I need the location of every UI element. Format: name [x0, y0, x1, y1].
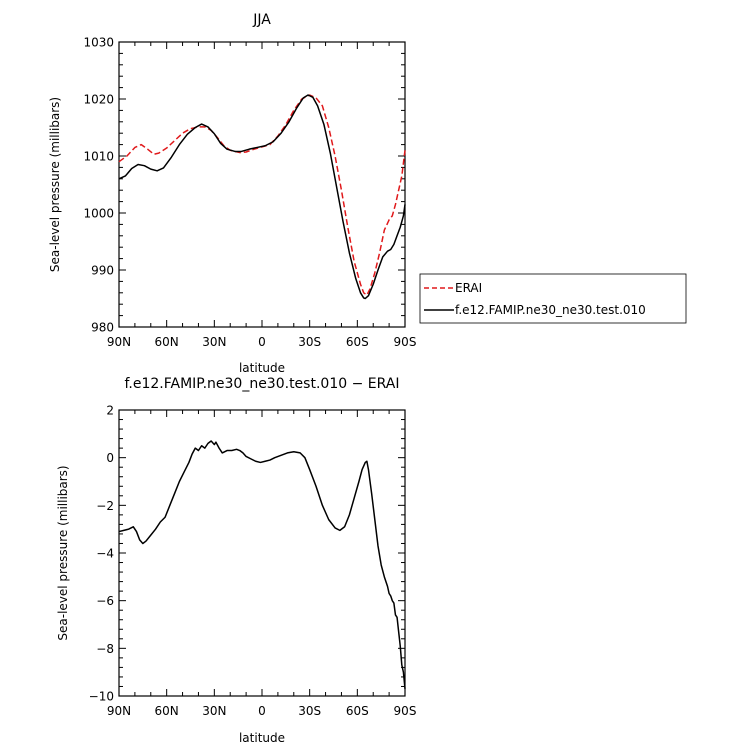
- top-chart-title: JJA: [252, 12, 271, 28]
- bottom-panel: f.e12.FAMIP.ne30_ne30.test.010 − ERAI 90…: [56, 376, 416, 745]
- top-series-layer: [118, 94, 406, 300]
- bottom-x-tick-label: 30S: [298, 704, 321, 718]
- bottom-y-tick-label: −10: [89, 690, 114, 704]
- top-y-tick-label: 1030: [83, 36, 114, 50]
- bottom-x-tick-label: 30N: [202, 704, 226, 718]
- top-x-tick-label: 60N: [155, 335, 179, 349]
- bottom-x-tick-label: 90N: [107, 704, 131, 718]
- top-x-tick-label: 60S: [346, 335, 369, 349]
- bottom-y-axis-label: Sea-level pressure (millibars): [56, 465, 70, 640]
- bottom-plot-frame: [118, 409, 406, 697]
- top-y-tick-label: 990: [91, 264, 114, 278]
- top-x-tick-label: 30S: [298, 335, 321, 349]
- bottom-x-tick-label: 0: [258, 704, 266, 718]
- bottom-y-tick-label: 2: [106, 404, 114, 418]
- bottom-axis-ticks: 90N 60N 30N 0 30S 60S 90S −10 −8 −6 −4 −2 0 2: [89, 404, 417, 719]
- legend: ERAI f.e12.FAMIP.ne30_ne30.test.010: [419, 273, 687, 324]
- bottom-y-tick-label: −8: [96, 642, 114, 656]
- bottom-x-axis-label: latitude: [239, 731, 285, 745]
- bottom-series-layer: [118, 440, 406, 689]
- top-x-tick-label: 90S: [394, 335, 417, 349]
- top-y-tick-label: 1000: [83, 207, 114, 221]
- bottom-chart-title: f.e12.FAMIP.ne30_ne30.test.010 − ERAI: [125, 376, 400, 392]
- top-series-line-erai: [118, 94, 406, 296]
- bottom-x-tick-label: 60N: [155, 704, 179, 718]
- bottom-y-tick-label: −2: [96, 499, 114, 513]
- bottom-x-tick-label: 90S: [394, 704, 417, 718]
- bottom-y-tick-label: −6: [96, 594, 114, 608]
- top-y-tick-label: 1010: [83, 150, 114, 164]
- top-series-line-f-e12-famip-ne30-ne30-test-010: [118, 94, 406, 300]
- top-x-axis-label: latitude: [239, 361, 285, 375]
- top-axis-ticks: 90N 60N 30N 0 30S 60S 90S 980 990 1000 1010 1020 103…: [83, 36, 416, 350]
- legend-label-model: f.e12.FAMIP.ne30_ne30.test.010: [455, 303, 646, 317]
- top-y-axis-label: Sea-level pressure (millibars): [48, 97, 62, 272]
- bottom-x-tick-label: 60S: [346, 704, 369, 718]
- top-x-tick-label: 90N: [107, 335, 131, 349]
- top-panel: JJA 90N 60N 30N 0 30S 60S 90S 980 990 1000 1010 102…: [48, 12, 687, 375]
- legend-label-erai: ERAI: [455, 281, 482, 295]
- legend-box: [419, 273, 687, 324]
- top-x-tick-label: 0: [258, 335, 266, 349]
- bottom-y-tick-label: 0: [106, 451, 114, 465]
- top-y-tick-label: 1020: [83, 93, 114, 107]
- top-plot-frame: [118, 41, 406, 328]
- top-y-tick-label: 980: [91, 321, 114, 335]
- bottom-series-line-difference: [118, 440, 406, 689]
- bottom-y-tick-label: −4: [96, 547, 114, 561]
- top-x-tick-label: 30N: [202, 335, 226, 349]
